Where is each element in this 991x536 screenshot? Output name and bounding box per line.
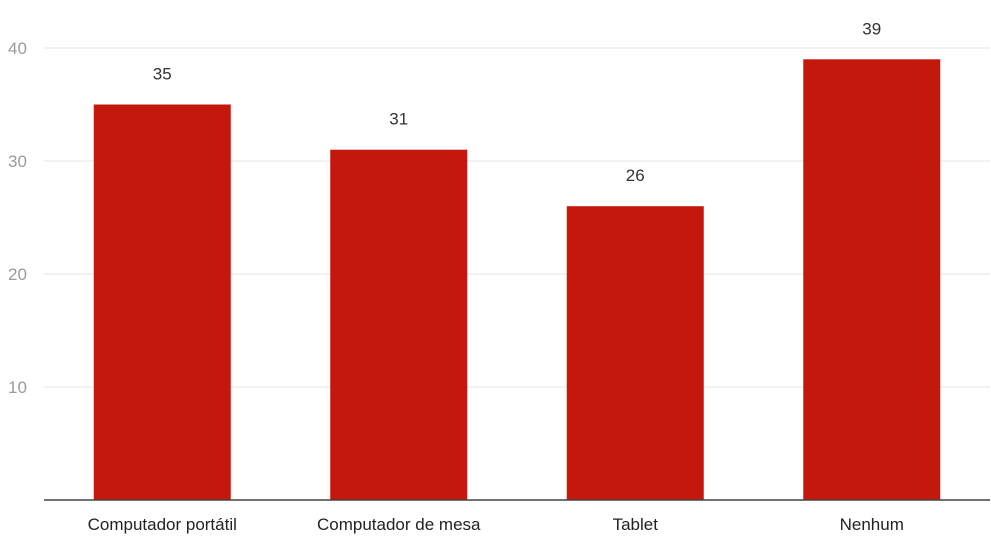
bars [93,59,941,501]
data-label: 31 [389,110,408,129]
bar [566,206,704,500]
data-label: 39 [862,19,881,38]
x-tick-label: Computador portátil [88,515,237,534]
y-axis-ticks: 10 20 30 40 [8,39,27,397]
x-tick-label: Computador de mesa [317,515,481,534]
bar [330,149,468,500]
x-tick-label: Tablet [613,515,659,534]
bar [803,59,941,501]
y-tick-label: 40 [8,39,27,58]
data-labels: 35 31 26 39 [153,19,881,185]
y-tick-label: 30 [8,152,27,171]
x-tick-label: Nenhum [840,515,904,534]
bar [93,104,231,500]
y-tick-label: 10 [8,378,27,397]
y-tick-label: 20 [8,265,27,284]
data-label: 26 [626,166,645,185]
data-label: 35 [153,65,172,84]
x-axis-categories: Computador portátil Computador de mesa Tab… [88,515,904,534]
